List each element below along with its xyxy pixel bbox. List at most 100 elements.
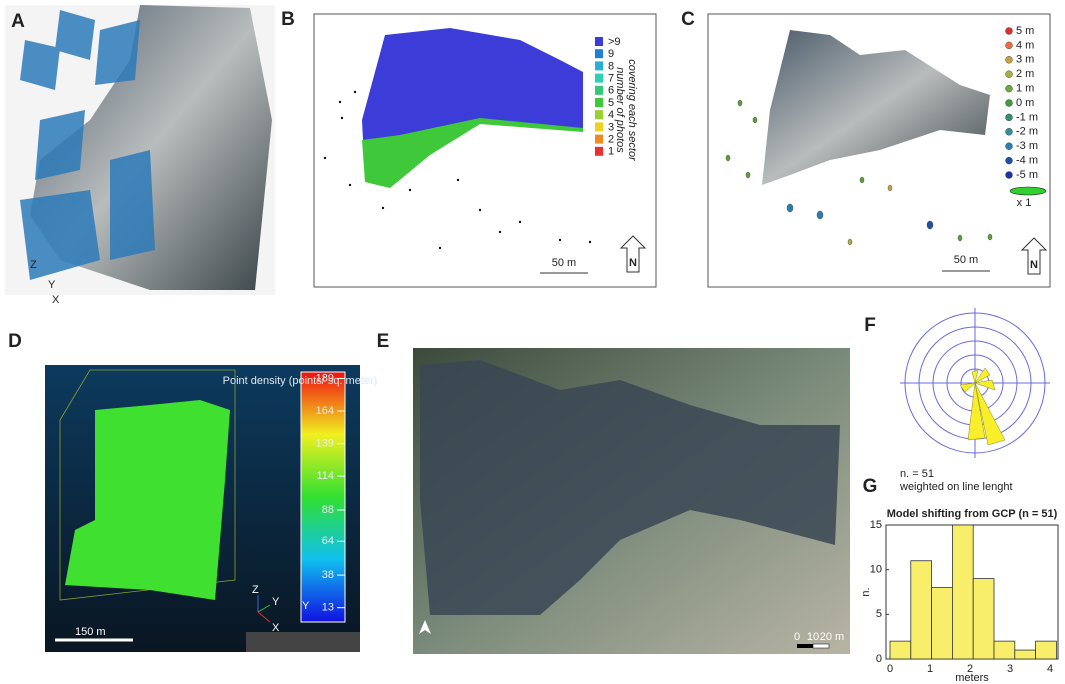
legend-swatch (595, 49, 603, 59)
bar (931, 587, 953, 660)
panel-label: G (863, 476, 878, 497)
axis-label: Z (252, 584, 259, 596)
scale-label: 150 m (75, 626, 106, 638)
legend-label: 8 (608, 60, 614, 72)
panel-b (313, 13, 657, 288)
axis-y (257, 604, 271, 613)
axis-x (257, 611, 271, 623)
legend-label: 6 (608, 85, 614, 97)
north-arrow (1020, 237, 1048, 275)
rose-note: n. = 51 (900, 468, 934, 480)
legend-label: >9 (608, 36, 621, 48)
legend-swatch (595, 61, 603, 71)
axis-label: Y (48, 279, 56, 291)
legend-swatch (1005, 113, 1013, 122)
legend-swatch (1005, 99, 1013, 107)
chart-title: Model shifting from GCP (n = 51) (887, 508, 1058, 520)
x-tick-label: 4 (1047, 663, 1053, 675)
scale-label: 20 m (820, 631, 844, 643)
legend-swatch (595, 146, 603, 156)
scale-label: 10 (807, 631, 819, 643)
colorbar-tick-label: 164 (316, 405, 334, 417)
panel-c (707, 13, 1051, 288)
legend-label: -3 m (1016, 140, 1038, 152)
camera-points (323, 90, 592, 250)
legend-label: -1 m (1016, 111, 1038, 123)
bar (1035, 640, 1057, 660)
legend-swatch (595, 110, 603, 120)
legend-label: x 1 (1017, 197, 1032, 209)
north-arrow (419, 620, 431, 634)
panel-d (45, 365, 360, 652)
y-axis-label: n. (860, 587, 872, 596)
colorbar-tick-label: 189 (316, 372, 334, 384)
legend-swatch (595, 73, 603, 83)
bar (972, 578, 995, 660)
legend-swatch (595, 134, 603, 144)
legend-label: -5 m (1016, 169, 1038, 181)
scale-bar (812, 643, 830, 649)
panel-label: D (8, 331, 22, 352)
axis-label: X (272, 622, 280, 634)
legend-swatch (1005, 56, 1013, 64)
legend-swatch (595, 122, 603, 132)
legend-label: 4 (608, 109, 614, 121)
legend-label: 5 (608, 97, 614, 109)
legend-label: 2 m (1016, 68, 1034, 80)
y-tick-label: 0 (876, 653, 882, 665)
north-arrow (619, 235, 647, 273)
legend-label: 1 (608, 146, 614, 158)
y-tick-label: 5 (876, 608, 882, 620)
legend-swatch (1005, 128, 1013, 136)
legend-label: 4 m (1016, 39, 1034, 51)
x-tick-label: 2 (967, 663, 973, 675)
colorbar-tick-label: 88 (322, 504, 334, 516)
bar (1014, 649, 1036, 660)
colorbar-tick-label: 38 (322, 569, 334, 581)
gcp-points (725, 99, 993, 246)
footer-bar (246, 632, 360, 652)
x-axis-label: meters (955, 672, 989, 684)
legend-swatch (1005, 70, 1013, 78)
axis-label: Y (302, 600, 310, 612)
panel-label: F (864, 315, 876, 336)
legend-swatch (595, 37, 603, 46)
legend-label: 3 (608, 121, 614, 133)
bar (952, 524, 974, 660)
coverage-edge (362, 118, 583, 188)
y-tick-label: 15 (870, 519, 882, 531)
y-tick-label: 10 (870, 564, 882, 576)
panel-a (5, 5, 275, 295)
legend-swatch (595, 98, 603, 107)
legend-label: 1 m (1016, 83, 1034, 95)
legend-title: covering each sector (626, 59, 638, 162)
legend-label: 0 m (1016, 97, 1034, 109)
legend-label: 2 (608, 134, 614, 146)
north-label: N (629, 257, 637, 269)
legend-label: 3 m (1016, 54, 1034, 66)
legend-label: -4 m (1016, 155, 1038, 167)
bar (910, 560, 932, 660)
legend-swatch (1005, 142, 1013, 150)
orthophoto (420, 360, 840, 615)
legend-swatch (1005, 171, 1013, 179)
axis-label: Y (272, 596, 280, 608)
bounding-box (59, 369, 236, 601)
legend-swatch (1005, 41, 1013, 50)
legend-swatch (1005, 156, 1013, 165)
legend-swatch (595, 85, 603, 95)
rose-petals (959, 367, 1006, 446)
panel-label: C (681, 9, 695, 30)
x-tick-label: 3 (1007, 663, 1013, 675)
panel-label: E (377, 331, 390, 352)
rose-note: weighted on line lenght (899, 481, 1013, 493)
panel-e (413, 348, 850, 654)
panel-f (900, 308, 1050, 458)
camera-planes (20, 10, 155, 280)
bar (993, 640, 1016, 660)
colorbar-tick-label: 114 (316, 470, 334, 482)
scale-label: 0 (794, 631, 800, 643)
legend-label: 9 (608, 48, 614, 60)
colorbar (300, 371, 346, 623)
